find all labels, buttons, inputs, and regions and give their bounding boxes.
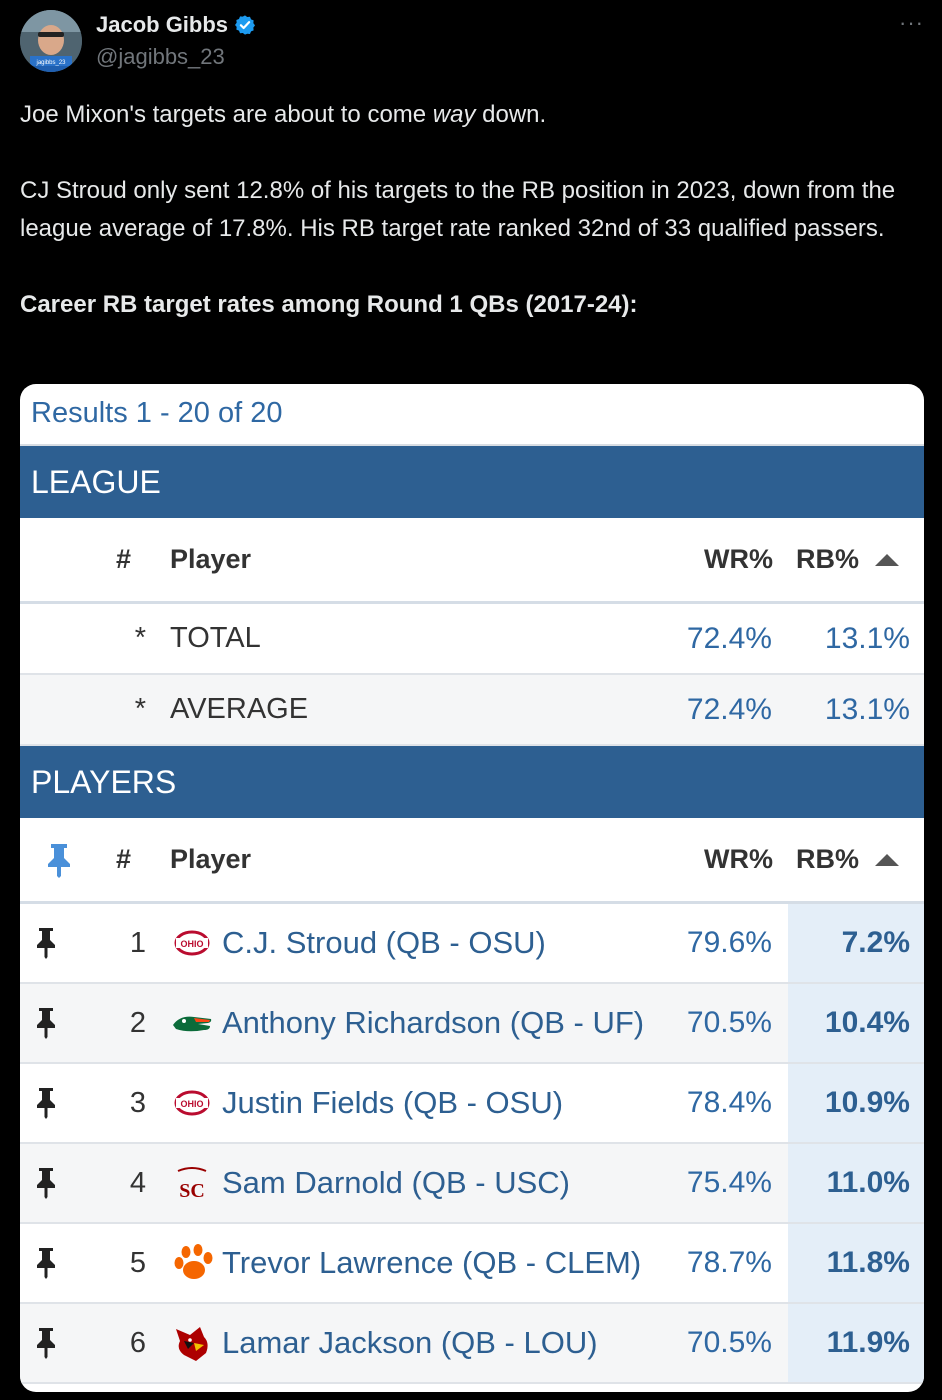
col-num: #	[116, 844, 132, 874]
pin-column-icon[interactable]	[44, 818, 74, 901]
table-row: 6 Lamar Jackson (QB - LOU) 70.5% 11.9%	[20, 1304, 924, 1384]
players-column-header: # Player WR% RB%	[20, 818, 924, 904]
rb-highlight-cell	[788, 1304, 924, 1382]
player-cell: Lamar Jackson (QB - LOU)	[170, 1304, 598, 1382]
avatar-photo: jagibbs_23	[20, 10, 82, 72]
player-cell: OHIO Justin Fields (QB - OSU)	[170, 1064, 563, 1142]
wr-value: 78.4%	[686, 1086, 772, 1119]
louisville-cardinal-logo-icon	[176, 1327, 208, 1361]
rb-value: 10.4%	[824, 1006, 910, 1039]
results-count: Results 1 - 20 of 20	[20, 384, 924, 446]
player-name-link[interactable]: Anthony Richardson (QB - UF)	[222, 1005, 645, 1040]
summary-mark: *	[134, 693, 146, 725]
tweet-heading: Career RB target rates among Round 1 QBs…	[20, 291, 638, 318]
rb-value: 11.0%	[826, 1166, 910, 1199]
sort-up-icon[interactable]	[874, 818, 900, 901]
pin-icon[interactable]	[34, 1224, 58, 1302]
rank: 1	[129, 926, 146, 959]
table-image[interactable]: Results 1 - 20 of 20 LEAGUE # Player WR%…	[20, 384, 924, 1392]
col-wr: WR%	[704, 544, 773, 574]
summary-row-total: * TOTAL 72.4% 13.1%	[20, 604, 924, 675]
tweet-text: Joe Mixon's targets are about to come wa…	[20, 96, 930, 324]
player-name-link[interactable]: C.J. Stroud (QB - OSU)	[222, 925, 546, 960]
summary-row-average: * AVERAGE 72.4% 13.1%	[20, 675, 924, 746]
summary-mark: *	[134, 622, 146, 654]
svg-text:OHIO: OHIO	[180, 939, 203, 949]
table-row: 3 OHIO Justin Fields (QB - OSU) 78.4% 10…	[20, 1064, 924, 1144]
more-options-icon[interactable]: ···	[899, 10, 924, 35]
player-cell: SC Sam Darnold (QB - USC)	[170, 1144, 570, 1222]
col-rb: RB%	[796, 544, 860, 574]
player-cell: Anthony Richardson (QB - UF)	[170, 984, 644, 1062]
svg-text:SC: SC	[179, 1180, 205, 1202]
sort-up-icon[interactable]	[874, 518, 900, 601]
table-row: 1 OHIO C.J. Stroud (QB - OSU) 79.6% 7.2%	[20, 904, 924, 984]
tweet-line-1-start: Joe Mixon's targets are about to come	[20, 101, 433, 128]
summary-label: AVERAGE	[170, 693, 309, 725]
col-num: #	[116, 544, 132, 574]
wr-value: 75.4%	[686, 1166, 772, 1199]
players-section-header: PLAYERS	[20, 746, 924, 818]
tweet-emphasis: way	[432, 101, 476, 128]
author-display-name[interactable]: Jacob Gibbs	[96, 12, 229, 37]
tweet-paragraph-2: CJ Stroud only sent 12.8% of his targets…	[20, 177, 896, 242]
svg-text:OHIO: OHIO	[180, 1099, 203, 1109]
author-name-row: Jacob Gibbs	[96, 12, 256, 38]
rb-value: 7.2%	[841, 926, 910, 959]
col-player: Player	[170, 844, 252, 874]
svg-text:jagibbs_23: jagibbs_23	[35, 60, 66, 66]
ohio-state-logo-icon: OHIO	[174, 1090, 210, 1116]
player-name-link[interactable]: Justin Fields (QB - OSU)	[222, 1085, 564, 1120]
col-rb: RB%	[796, 844, 860, 874]
pin-icon[interactable]	[34, 984, 58, 1062]
player-name-link[interactable]: Lamar Jackson (QB - LOU)	[222, 1325, 598, 1360]
table-row: 5 Trevor Lawrence (QB - CLEM) 78.7% 11.8…	[20, 1224, 924, 1304]
ohio-state-logo-icon: OHIO	[174, 930, 210, 956]
col-player: Player	[170, 544, 252, 574]
wr-value: 78.7%	[686, 1246, 772, 1279]
rb-highlight-cell	[788, 904, 924, 982]
rb-highlight-cell	[788, 1144, 924, 1222]
author-handle[interactable]: @jagibbs_23	[96, 44, 225, 69]
league-section-header: LEAGUE	[20, 446, 924, 518]
wr-value: 70.5%	[686, 1006, 772, 1039]
summary-wr: 72.4%	[686, 692, 772, 726]
rank: 5	[129, 1246, 146, 1279]
pin-icon[interactable]	[34, 1064, 58, 1142]
rb-value: 11.9%	[826, 1326, 910, 1359]
tweet-line-1-end: down.	[475, 101, 547, 128]
summary-label: TOTAL	[170, 622, 261, 654]
wr-value: 70.5%	[686, 1326, 772, 1359]
summary-wr: 72.4%	[686, 621, 772, 655]
tweet-line-1: Joe Mixon's targets are about to come wa…	[20, 96, 930, 134]
rb-highlight-cell	[788, 984, 924, 1062]
player-cell: Trevor Lawrence (QB - CLEM)	[170, 1224, 641, 1302]
player-name-link[interactable]: Sam Darnold (QB - USC)	[222, 1165, 570, 1200]
rank: 3	[129, 1086, 146, 1119]
table-row: 4 SC Sam Darnold (QB - USC) 75.4% 11.0%	[20, 1144, 924, 1224]
clemson-paw-logo-icon	[174, 1244, 213, 1279]
rank: 6	[129, 1326, 146, 1359]
florida-gator-logo-icon	[173, 1016, 212, 1032]
pin-icon[interactable]	[34, 1144, 58, 1222]
col-wr: WR%	[704, 844, 773, 874]
rb-highlight-cell	[788, 1064, 924, 1142]
rank: 4	[129, 1166, 146, 1199]
pin-icon[interactable]	[34, 904, 58, 982]
wr-value: 79.6%	[686, 926, 772, 959]
avatar[interactable]: jagibbs_23	[20, 10, 82, 72]
summary-rb: 13.1%	[824, 692, 910, 726]
rb-value: 10.9%	[824, 1086, 910, 1119]
rank: 2	[129, 1006, 146, 1039]
rb-value: 11.8%	[826, 1246, 910, 1279]
summary-rb: 13.1%	[824, 621, 910, 655]
player-name-link[interactable]: Trevor Lawrence (QB - CLEM)	[222, 1245, 642, 1280]
pin-icon[interactable]	[34, 1304, 58, 1382]
usc-trojans-logo-icon: SC	[177, 1167, 207, 1202]
rb-highlight-cell	[788, 1224, 924, 1302]
player-cell: OHIO C.J. Stroud (QB - OSU)	[170, 904, 546, 982]
league-column-header: # Player WR% RB%	[20, 518, 924, 604]
table-row: 2 Anthony Richardson (QB - UF) 70.5% 10.…	[20, 984, 924, 1064]
verified-badge-icon[interactable]	[234, 14, 256, 36]
